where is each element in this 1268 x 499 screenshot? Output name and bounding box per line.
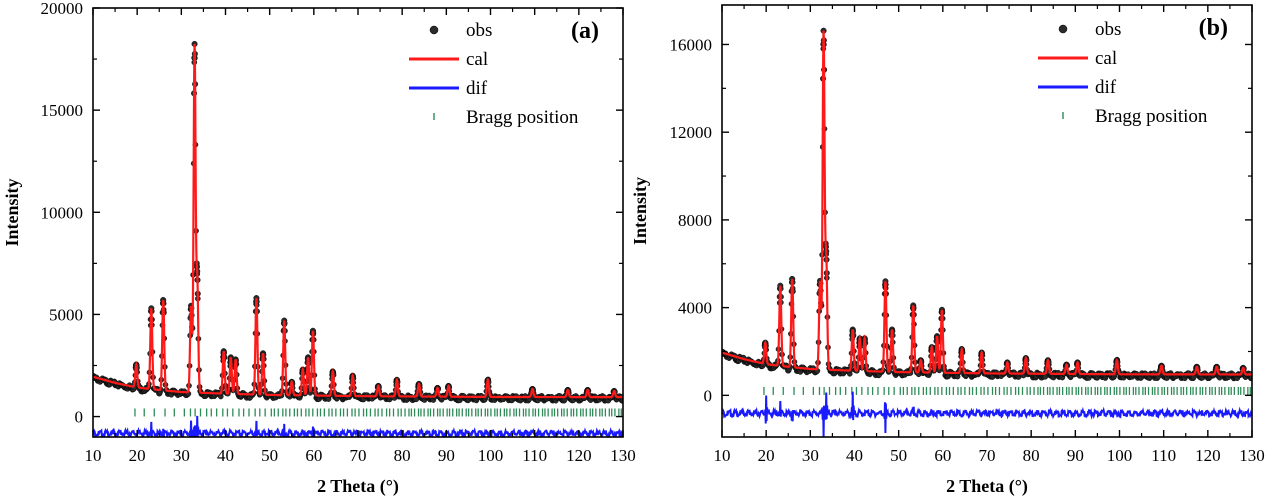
legend-label: obs [1095, 19, 1121, 40]
x-tick-label: 50 [890, 446, 907, 465]
x-tick-label: 120 [566, 446, 592, 465]
legend-label: Bragg position [1095, 106, 1208, 127]
y-axis-title: Intensity [2, 178, 22, 246]
cal-curve [722, 30, 1252, 376]
bragg-positions [134, 408, 622, 417]
x-tick-label: 30 [173, 446, 190, 465]
x-axis-title: 2 Theta (°) [317, 476, 399, 497]
x-tick-label: 100 [1107, 446, 1133, 465]
plot-area [93, 40, 623, 437]
panel-label: (a) [571, 18, 599, 44]
x-tick-label: 90 [438, 446, 455, 465]
x-tick-label: 40 [217, 446, 234, 465]
panel-b: 10 20 30 40 50 60 70 80 90 100 110 120 130 0 4000 8000 1… [630, 4, 1265, 497]
legend-label: dif [1095, 77, 1117, 98]
x-tick-label: 10 [85, 446, 102, 465]
x-tick-label: 110 [1151, 446, 1176, 465]
legend-label: obs [466, 20, 492, 41]
y-tick-label: 0 [704, 386, 713, 405]
y-tick-label: 20000 [41, 0, 84, 18]
x-tick-label: 30 [802, 446, 819, 465]
legend: obs cal dif Bragg position [409, 20, 579, 128]
y-tick-label: 16000 [670, 35, 713, 54]
legend-obs-marker [1058, 24, 1068, 34]
x-tick-label: 70 [979, 446, 996, 465]
y-tick-label: 8000 [678, 211, 712, 230]
x-tick-label: 100 [478, 446, 504, 465]
legend-obs-marker [429, 25, 439, 35]
y-tick-label: 4000 [678, 299, 712, 318]
y-tick-label: 5000 [49, 305, 83, 324]
x-tick-label: 20 [129, 446, 146, 465]
x-tick-label: 110 [522, 446, 547, 465]
y-tick-label: 0 [75, 408, 84, 427]
x-tick-label: 130 [610, 446, 636, 465]
panel-a: 10 20 30 40 50 60 70 80 90 100 110 120 130 0 5000 10000… [2, 0, 636, 497]
x-tick-label: 80 [394, 446, 411, 465]
y-axis-title: Intensity [630, 177, 650, 245]
legend-label: Bragg position [466, 107, 579, 128]
cal-curve [93, 43, 623, 399]
plot-frame [92, 7, 624, 438]
x-axis-title: 2 Theta (°) [946, 476, 1028, 497]
y-tick-label: 15000 [41, 101, 84, 120]
bragg-positions [763, 386, 1251, 395]
x-tick-label: 80 [1023, 446, 1040, 465]
x-tick-label: 60 [934, 446, 951, 465]
x-tick-label: 50 [261, 446, 278, 465]
x-tick-label: 60 [305, 446, 322, 465]
legend-label: cal [1095, 48, 1117, 69]
obs-series [722, 27, 1252, 382]
x-tick-label: 70 [350, 446, 367, 465]
legend-label: cal [466, 49, 488, 70]
obs-series [93, 40, 623, 404]
y-tick-label: 12000 [670, 123, 713, 142]
legend: obs cal dif Bragg position [1038, 19, 1208, 127]
x-tick-label: 90 [1067, 446, 1084, 465]
legend-label: dif [466, 78, 488, 99]
x-tick-label: 10 [714, 446, 731, 465]
plot-area [722, 27, 1252, 437]
x-tick-label: 40 [846, 446, 863, 465]
x-tick-label: 130 [1239, 446, 1265, 465]
x-tick-label: 20 [758, 446, 775, 465]
y-tick-label: 10000 [41, 203, 84, 222]
panel-label: (b) [1199, 15, 1228, 41]
x-tick-label: 120 [1195, 446, 1221, 465]
